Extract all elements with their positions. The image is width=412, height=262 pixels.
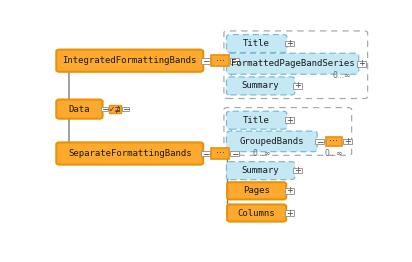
FancyBboxPatch shape	[56, 100, 103, 119]
FancyBboxPatch shape	[56, 143, 203, 165]
Text: ···: ···	[216, 56, 225, 66]
Text: ···: ···	[216, 149, 225, 159]
Text: Pages: Pages	[243, 186, 270, 195]
FancyBboxPatch shape	[227, 182, 286, 199]
FancyBboxPatch shape	[211, 148, 229, 159]
Text: −: −	[202, 149, 209, 158]
Text: +: +	[294, 166, 301, 175]
Text: +: +	[286, 209, 293, 217]
FancyBboxPatch shape	[285, 210, 294, 216]
FancyBboxPatch shape	[230, 58, 239, 63]
Text: −: −	[316, 137, 323, 146]
Text: −: −	[101, 105, 108, 114]
FancyBboxPatch shape	[227, 162, 295, 180]
Text: SeparateFormattingBands: SeparateFormattingBands	[68, 149, 192, 158]
FancyBboxPatch shape	[109, 106, 121, 113]
FancyBboxPatch shape	[315, 139, 324, 144]
FancyBboxPatch shape	[293, 168, 302, 173]
Text: 0...∞: 0...∞	[325, 149, 343, 158]
FancyBboxPatch shape	[201, 151, 210, 156]
FancyBboxPatch shape	[293, 83, 302, 89]
Text: 0...∞: 0...∞	[333, 71, 351, 80]
FancyBboxPatch shape	[227, 204, 286, 222]
Text: −: −	[231, 56, 239, 65]
FancyBboxPatch shape	[285, 41, 294, 46]
Text: 0...∞: 0...∞	[253, 149, 271, 158]
FancyBboxPatch shape	[357, 61, 366, 67]
Text: FormattedPageBandSeries: FormattedPageBandSeries	[231, 59, 354, 68]
FancyBboxPatch shape	[326, 137, 342, 146]
FancyBboxPatch shape	[343, 139, 352, 144]
Text: Data: Data	[69, 105, 90, 114]
FancyBboxPatch shape	[227, 131, 317, 152]
Text: ✓⋣: ✓⋣	[109, 105, 122, 114]
Text: ···: ···	[329, 137, 338, 146]
Text: IntegratedFormattingBands: IntegratedFormattingBands	[63, 56, 197, 65]
Text: Columns: Columns	[238, 209, 276, 217]
Text: +: +	[294, 81, 301, 90]
FancyBboxPatch shape	[122, 107, 129, 111]
Text: −: −	[202, 56, 209, 65]
Text: +: +	[344, 137, 351, 146]
FancyBboxPatch shape	[285, 188, 294, 194]
Text: Summary: Summary	[242, 166, 279, 175]
Text: +: +	[358, 59, 365, 68]
FancyBboxPatch shape	[101, 107, 108, 111]
FancyBboxPatch shape	[285, 117, 294, 123]
FancyBboxPatch shape	[227, 35, 287, 52]
Text: +: +	[286, 186, 293, 195]
Text: Title: Title	[243, 116, 270, 125]
FancyBboxPatch shape	[230, 151, 239, 156]
Text: Title: Title	[243, 39, 270, 48]
FancyBboxPatch shape	[227, 111, 287, 129]
Text: Summary: Summary	[242, 81, 279, 90]
Text: −: −	[231, 149, 239, 158]
Text: −: −	[122, 105, 129, 114]
Text: GroupedBands: GroupedBands	[239, 137, 304, 146]
Text: +: +	[286, 116, 293, 125]
Text: +: +	[286, 39, 293, 48]
FancyBboxPatch shape	[227, 77, 295, 95]
FancyBboxPatch shape	[56, 50, 203, 72]
FancyBboxPatch shape	[211, 55, 229, 66]
FancyBboxPatch shape	[201, 58, 210, 63]
FancyBboxPatch shape	[227, 53, 359, 74]
